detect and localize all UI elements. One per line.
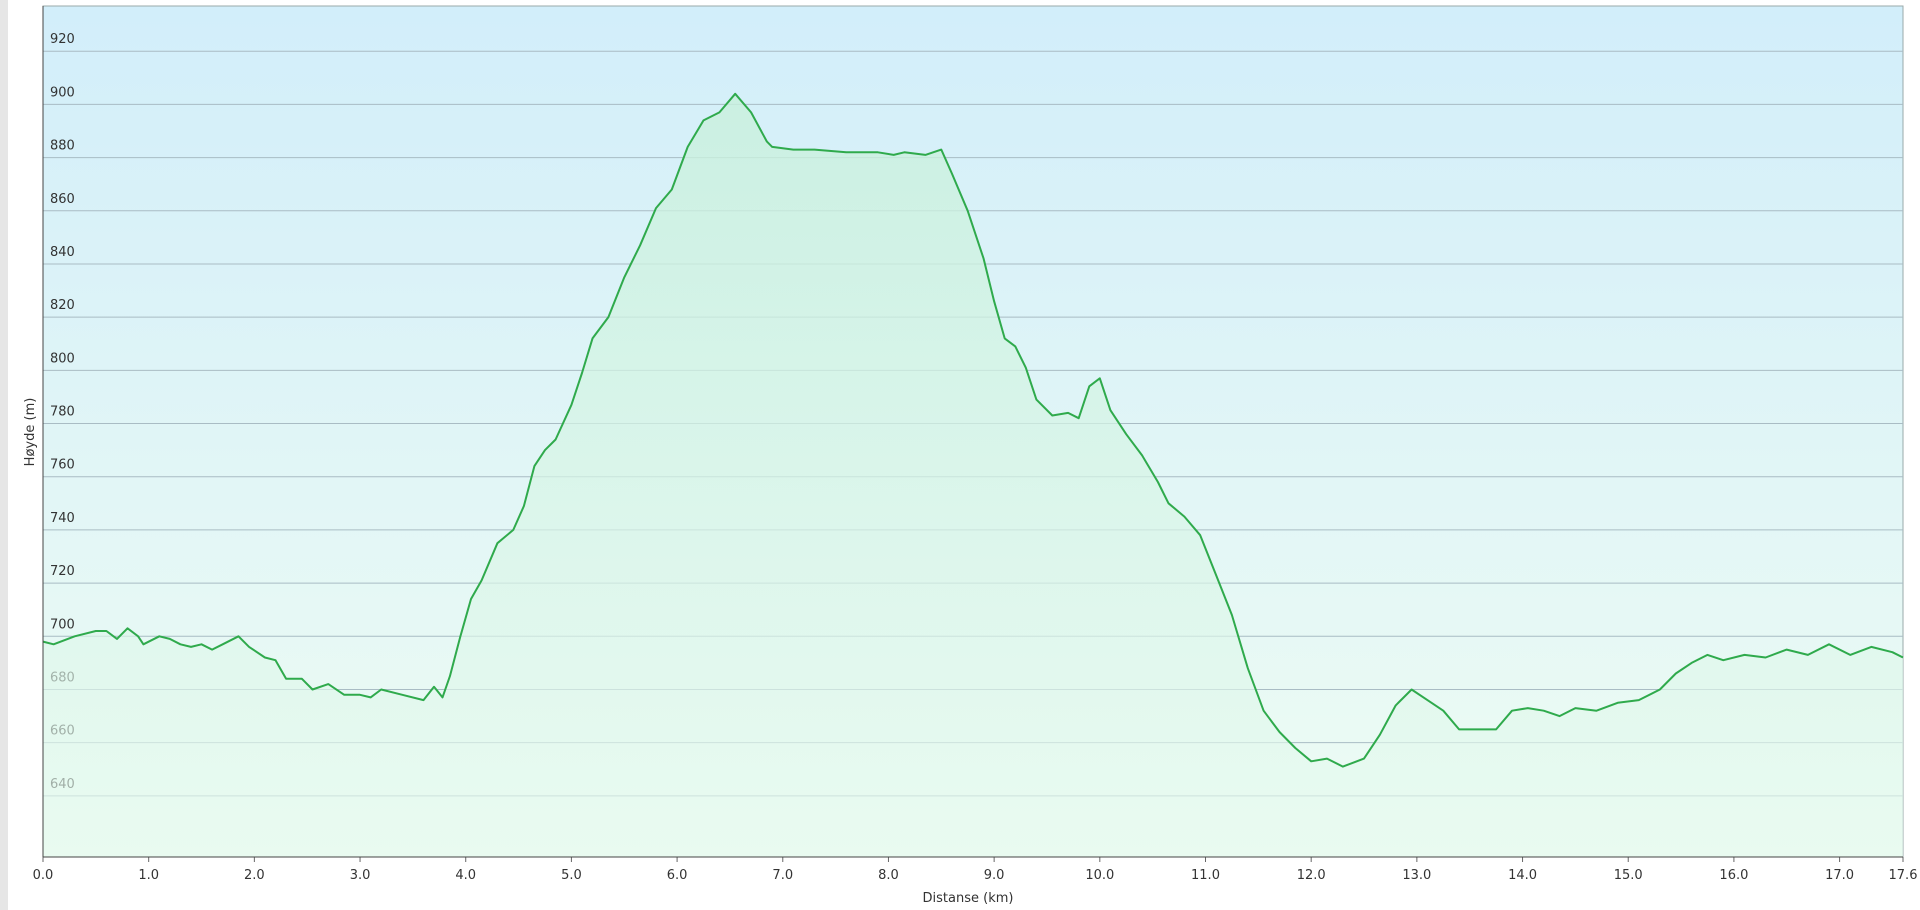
- y-tick-label: 880: [50, 139, 75, 154]
- x-tick-label: 8.0: [878, 868, 899, 883]
- x-tick-label: 16.0: [1719, 868, 1748, 883]
- y-tick-label: 920: [50, 32, 75, 47]
- y-tick-label: 780: [50, 405, 75, 420]
- y-tick-label: 820: [50, 298, 75, 313]
- y-tick-label: 800: [50, 351, 75, 366]
- window-edge: [0, 0, 8, 910]
- x-tick-label: 11.0: [1191, 868, 1220, 883]
- x-tick-label: 13.0: [1402, 868, 1431, 883]
- y-tick-label: 760: [50, 458, 75, 473]
- elevation-line: [42, 92, 1904, 768]
- x-tick-label: 17.0: [1825, 868, 1854, 883]
- x-tick-label: 7.0: [772, 868, 793, 883]
- x-tick-label: 9.0: [984, 868, 1005, 883]
- x-tick-label: 0.0: [33, 868, 54, 883]
- y-axis-title: Høyde (m): [23, 398, 38, 467]
- x-tick-label: 14.0: [1508, 868, 1537, 883]
- x-tick-label: 2.0: [244, 868, 265, 883]
- y-tick-label: 740: [50, 511, 75, 526]
- x-tick-label: 4.0: [455, 868, 476, 883]
- y-tick-label: 700: [50, 617, 75, 632]
- x-tick-label: 1.0: [138, 868, 159, 883]
- y-tick-label: 900: [50, 85, 75, 100]
- x-tick-label: 5.0: [561, 868, 582, 883]
- area-fill: [43, 93, 1903, 858]
- x-axis-title: Distanse (km): [923, 891, 1014, 906]
- x-tick-label: 17.6: [1889, 868, 1918, 883]
- x-tick-label: 6.0: [667, 868, 688, 883]
- y-tick-label: 840: [50, 245, 75, 260]
- y-tick-label: 720: [50, 564, 75, 579]
- x-tick-label: 3.0: [350, 868, 371, 883]
- x-tick-label: 12.0: [1297, 868, 1326, 883]
- x-tick-label: 10.0: [1085, 868, 1114, 883]
- y-tick-label: 860: [50, 192, 75, 207]
- x-tick-label: 15.0: [1614, 868, 1643, 883]
